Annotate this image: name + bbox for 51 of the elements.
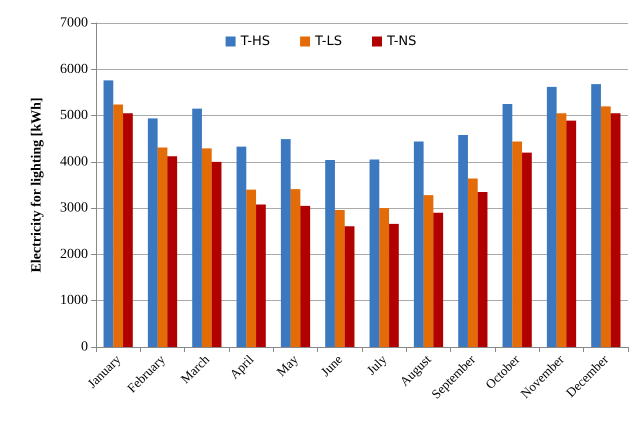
bar	[424, 195, 434, 347]
bar	[246, 190, 256, 347]
y-axis-title: Electricity for lighting [kWh]	[30, 97, 44, 273]
legend-label: T-HS	[240, 34, 270, 49]
bar	[334, 210, 345, 347]
y-tick-label: 0	[81, 340, 88, 354]
bar	[202, 148, 212, 347]
bar	[344, 226, 354, 347]
y-tick-label: 1000	[60, 293, 88, 308]
bar	[104, 80, 114, 347]
bar	[512, 141, 522, 347]
bar	[610, 113, 620, 347]
bar	[280, 139, 291, 347]
y-tick-label: 3000	[60, 200, 88, 216]
bar	[113, 104, 124, 347]
bar	[256, 204, 266, 347]
bar	[502, 104, 512, 347]
bar	[158, 148, 168, 347]
bar	[546, 86, 557, 347]
bar	[379, 208, 390, 347]
bar	[468, 178, 478, 347]
bar	[148, 118, 158, 347]
y-tick-label: 6000	[60, 62, 88, 77]
bar	[478, 192, 488, 347]
bar	[556, 113, 566, 347]
y-tick-label: 2000	[60, 246, 88, 262]
bar	[389, 224, 399, 347]
bar	[236, 146, 246, 347]
bar	[325, 160, 335, 347]
bar	[192, 108, 202, 347]
x-tick-label: June	[318, 352, 346, 380]
y-tick-label: 7000	[60, 16, 88, 30]
bar	[458, 135, 468, 347]
bar	[300, 206, 310, 347]
bar	[600, 106, 611, 347]
bar	[591, 84, 601, 347]
legend-label: T-NS	[386, 34, 416, 49]
bar	[433, 212, 444, 347]
bar	[290, 189, 300, 347]
x-tick-label: May	[273, 351, 302, 380]
bar	[414, 141, 424, 347]
x-tick-label: July	[364, 351, 390, 378]
bar	[370, 160, 380, 347]
bar	[522, 152, 532, 347]
bar	[167, 156, 178, 347]
legend-label: T-LS	[314, 34, 342, 49]
bar	[566, 120, 576, 347]
bar	[123, 113, 133, 347]
y-tick-label: 5000	[60, 108, 88, 124]
y-tick-label: 4000	[60, 154, 88, 170]
bar	[212, 162, 222, 347]
